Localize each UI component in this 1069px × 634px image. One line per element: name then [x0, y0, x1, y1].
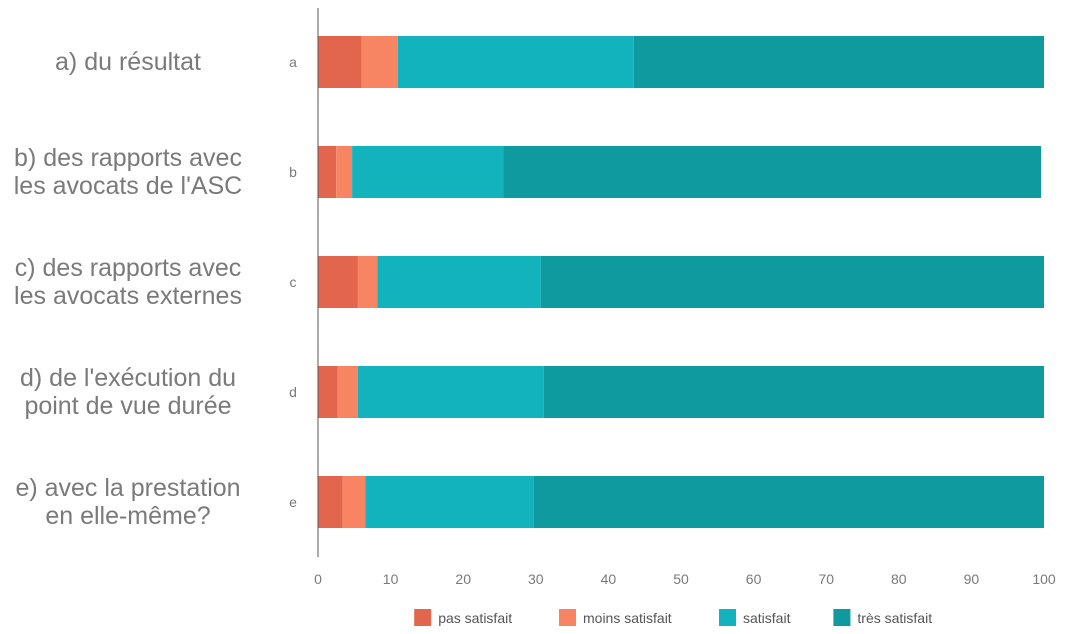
- category-description-line: a) du résultat: [55, 48, 201, 76]
- bar-b-series-2: [352, 146, 504, 198]
- bar-series-group: [318, 36, 1044, 528]
- bar-b-series-1: [336, 146, 353, 198]
- x-tick-label: 0: [314, 571, 322, 587]
- legend-swatch: [719, 609, 736, 626]
- category-description-line: les avocats de l'ASC: [14, 172, 243, 200]
- x-tick-label: 30: [528, 571, 544, 587]
- category-description-line: point de vue durée: [24, 392, 231, 420]
- bar-a-series-2: [397, 36, 634, 88]
- category-description-line: d) de l'exécution du: [20, 364, 236, 392]
- category-description-line: e) avec la prestation: [15, 474, 240, 502]
- category-description-line: b) des rapports avec: [14, 144, 242, 172]
- x-tick-label: 90: [964, 571, 980, 587]
- legend-swatch: [414, 609, 432, 626]
- bar-d-series-3: [543, 366, 1044, 418]
- x-tick-label: 40: [601, 571, 617, 587]
- bar-d-series-1: [337, 366, 358, 418]
- bar-e-series-1: [342, 476, 366, 528]
- bar-e-series-2: [365, 476, 534, 528]
- bar-e-series-3: [533, 476, 1044, 528]
- category-label-b: b: [289, 164, 297, 180]
- legend-label: pas satisfait: [438, 610, 512, 626]
- bar-d-series-0: [318, 366, 338, 418]
- category-description-line: c) des rapports avec: [15, 254, 242, 282]
- legend-label: très satisfait: [857, 610, 932, 626]
- bar-a-series-0: [318, 36, 362, 88]
- legend-label: moins satisfait: [583, 610, 672, 626]
- legend-item-1: moins satisfait: [559, 609, 672, 626]
- x-tick-label: 60: [746, 571, 762, 587]
- bar-b-series-3: [503, 146, 1042, 198]
- x-tick-labels: 0 10 20 30 40 50 60 70 80 90 100: [314, 571, 1056, 587]
- category-label-c: c: [290, 274, 297, 290]
- bar-c-series-3: [540, 256, 1044, 308]
- legend: pas satisfait moins satisfait satisfait trè…: [414, 609, 932, 626]
- category-label-a: a: [289, 54, 297, 70]
- category-description-b: b) des rapports avec les avocats de l'ASC: [14, 144, 243, 200]
- x-tick-label: 80: [891, 571, 907, 587]
- legend-label: satisfait: [743, 610, 791, 626]
- legend-item-0: pas satisfait: [414, 609, 512, 626]
- x-tick-label: 20: [455, 571, 471, 587]
- legend-item-3: très satisfait: [833, 609, 932, 626]
- bar-c-series-0: [318, 256, 358, 308]
- bar-c-series-2: [377, 256, 541, 308]
- category-description-e: e) avec la prestation en elle-même?: [15, 474, 240, 530]
- x-tick-label: 100: [1032, 571, 1056, 587]
- category-label-e: e: [289, 494, 297, 510]
- x-tick-label: 10: [383, 571, 399, 587]
- legend-swatch: [559, 609, 576, 626]
- bar-c-series-1: [357, 256, 378, 308]
- bar-a-series-1: [361, 36, 398, 88]
- category-axis-labels: a b c d e: [289, 54, 297, 510]
- category-description-line: en elle-même?: [45, 502, 210, 530]
- x-tick-label: 70: [818, 571, 834, 587]
- bar-b-series-0: [318, 146, 337, 198]
- category-description-a: a) du résultat: [55, 48, 201, 76]
- bar-d-series-2: [357, 366, 544, 418]
- category-description-d: d) de l'exécution du point de vue durée: [20, 364, 236, 420]
- bar-a-series-3: [633, 36, 1044, 88]
- bar-e-series-0: [318, 476, 343, 528]
- legend-swatch: [833, 609, 851, 626]
- category-description-line: les avocats externes: [14, 282, 242, 310]
- category-description-c: c) des rapports avec les avocats externes: [14, 254, 242, 310]
- legend-item-2: satisfait: [719, 609, 791, 626]
- category-label-d: d: [289, 384, 297, 400]
- x-tick-label: 50: [673, 571, 689, 587]
